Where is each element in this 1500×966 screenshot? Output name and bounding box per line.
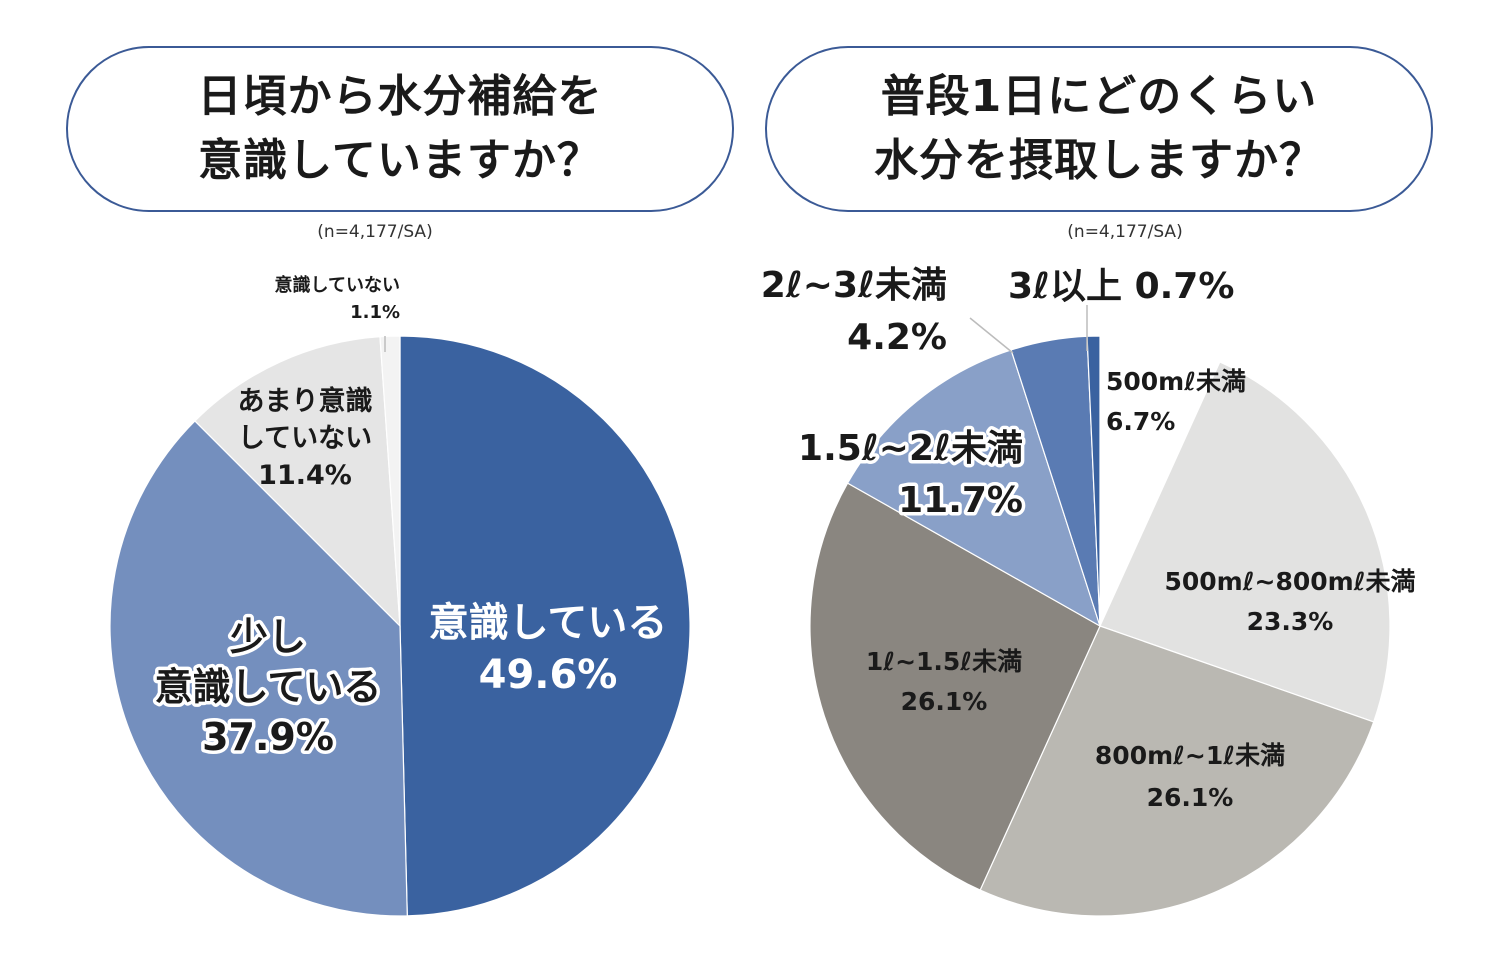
chart0-pie-slice-1 <box>109 420 408 917</box>
chart1-slice-label-5: 2ℓ~3ℓ未満 4.2% <box>761 265 947 358</box>
chart1-leader-line-0 <box>969 317 1014 354</box>
chart1-slice-label-1: 500mℓ~800mℓ未満 23.3% <box>1164 567 1415 636</box>
left-chart-sample-note: (n=4,177/SA) <box>317 222 433 242</box>
right-chart-sample-note: (n=4,177/SA) <box>1067 222 1183 242</box>
chart1-pie-slice-0 <box>1099 335 1221 627</box>
right-chart-title-box: 普段1日にどのくらい 水分を摂取しますか？ <box>765 46 1433 212</box>
left-pie-chart: 意識している 49.6% 少し意識している 37.9% あまり意識していない 11.4% 意… <box>109 274 691 917</box>
chart1-slice-label-2: 800mℓ~1ℓ未満 26.1% <box>1095 741 1285 812</box>
chart1-pie-slice-1 <box>1099 361 1391 723</box>
chart0-slice-label-1: 少し意識している 37.9% <box>155 615 382 759</box>
right-chart-title-line-1: 普段1日にどのくらい <box>880 71 1318 122</box>
right-chart-panel: 普段1日にどのくらい 水分を摂取しますか？ (n=4,177/SA) 500mℓ… <box>750 0 1500 966</box>
chart1-pie-slice-4 <box>846 349 1102 628</box>
right-pie-chart: 500mℓ未満 6.7% 500mℓ~800mℓ未満 23.3% 800mℓ~1ℓ未満 2… <box>761 265 1416 917</box>
left-chart-title-box: 日頃から水分補給を 意識していますか？ <box>66 46 734 212</box>
right-chart-title-line-2: 水分を摂取しますか？ <box>874 135 1324 186</box>
chart1-slice-label-3: 1ℓ~1.5ℓ未満 26.1% <box>866 647 1022 716</box>
chart0-slice-label-3: 意識していない 1.1% <box>275 274 400 323</box>
chart0-pie-slice-2 <box>194 336 401 628</box>
left-chart-panel: 日頃から水分補給を 意識していますか？ (n=4,177/SA) 意識している 4… <box>66 46 734 917</box>
chart1-slice-label-6: 3ℓ以上 0.7% <box>1008 266 1234 307</box>
left-chart-title-line-1: 日頃から水分補給を <box>197 71 603 122</box>
chart1-slice-label-4: 1.5ℓ~2ℓ未満 11.7% <box>798 428 1023 521</box>
chart0-pie-slice-3 <box>379 335 401 627</box>
chart1-slice-label-0: 500mℓ未満 6.7% <box>1106 367 1246 436</box>
chart1-pie-slice-2 <box>979 625 1375 917</box>
chart0-pie-slice-0 <box>399 335 691 917</box>
chart0-slice-label-2: あまり意識していない 11.4% <box>238 385 373 491</box>
left-chart-title-line-2: 意識していますか？ <box>198 135 602 186</box>
chart1-pie-slice-3 <box>809 482 1101 891</box>
chart0-slice-label-0: 意識している 49.6% <box>429 600 668 698</box>
